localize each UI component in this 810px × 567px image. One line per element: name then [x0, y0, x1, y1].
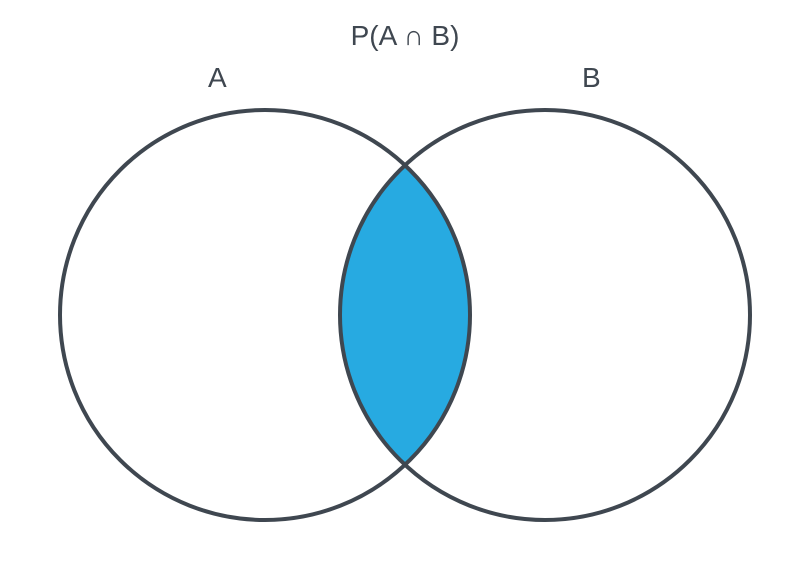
intersection-fill: [0, 0, 810, 567]
intersection-group-a: [0, 0, 810, 567]
venn-diagram-container: P(A ∩ B) A B: [0, 0, 810, 567]
venn-svg: [0, 0, 810, 567]
intersection-group-b: [0, 0, 810, 567]
